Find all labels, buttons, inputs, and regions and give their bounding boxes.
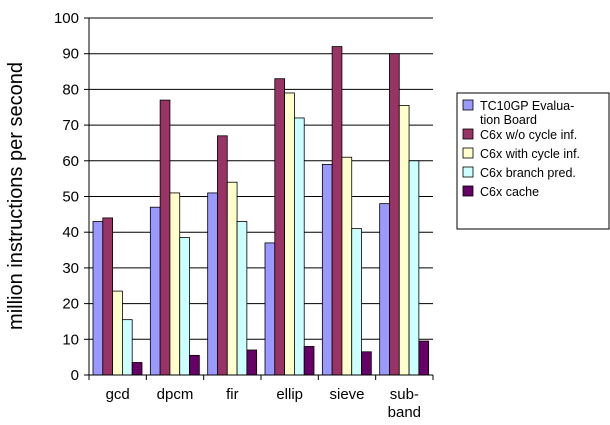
y-tick-label: 90 bbox=[62, 46, 79, 63]
legend-swatch bbox=[462, 99, 474, 111]
bar bbox=[112, 290, 123, 376]
bar bbox=[274, 78, 285, 376]
axes bbox=[88, 18, 434, 380]
legend-label: C6x w/o cycle inf. bbox=[480, 128, 577, 142]
bar bbox=[122, 319, 133, 376]
bar bbox=[331, 46, 343, 376]
bar bbox=[189, 354, 200, 376]
legend-label: TC10GP Evalua-tion Board bbox=[480, 99, 574, 127]
x-tick-label: sub-band bbox=[388, 386, 421, 421]
bar bbox=[361, 351, 372, 376]
y-tick-label: 100 bbox=[54, 10, 79, 27]
bar bbox=[341, 156, 353, 376]
bar bbox=[264, 242, 276, 376]
x-tick-label: ellip bbox=[276, 386, 303, 403]
y-axis-ticks: 0 10 20 30 40 50 60 70 80 90 100 bbox=[54, 10, 89, 384]
y-tick-label: 30 bbox=[62, 260, 79, 277]
bar bbox=[159, 99, 171, 376]
legend-swatch bbox=[462, 185, 474, 197]
x-tick-label: sieve bbox=[329, 386, 364, 403]
bar bbox=[293, 117, 305, 376]
x-tick-label: gcd bbox=[106, 386, 130, 403]
x-axis-labels: gcd dpcm fir ellip sieve sub-band bbox=[106, 386, 421, 421]
bar bbox=[379, 203, 390, 376]
bar bbox=[389, 53, 400, 376]
bar bbox=[92, 221, 104, 376]
legend-swatch bbox=[462, 147, 474, 159]
y-tick-label: 50 bbox=[62, 189, 79, 206]
bar bbox=[418, 340, 430, 376]
bar bbox=[169, 192, 181, 376]
y-tick-label: 20 bbox=[62, 296, 79, 313]
bar bbox=[207, 192, 218, 376]
bar bbox=[303, 346, 315, 376]
bars bbox=[92, 46, 430, 376]
bar bbox=[351, 228, 362, 376]
bar bbox=[408, 160, 420, 376]
bar bbox=[149, 206, 161, 376]
bar bbox=[284, 92, 295, 376]
legend-label: C6x branch pred. bbox=[480, 166, 576, 180]
bar bbox=[321, 163, 333, 376]
bar bbox=[131, 362, 143, 376]
legend-swatch bbox=[462, 166, 474, 178]
bar bbox=[217, 135, 228, 376]
gridlines bbox=[89, 17, 433, 340]
x-tick-label: dpcm bbox=[157, 386, 194, 403]
bar bbox=[102, 217, 114, 376]
y-tick-label: 10 bbox=[62, 331, 79, 348]
legend-box bbox=[456, 92, 610, 230]
bar bbox=[179, 237, 190, 376]
legend-swatch bbox=[462, 128, 474, 140]
bar bbox=[246, 349, 258, 376]
y-tick-label: 0 bbox=[71, 367, 79, 384]
legend-label: C6x with cycle inf. bbox=[480, 147, 580, 161]
y-axis-label: million instructions per second bbox=[5, 62, 27, 330]
bar bbox=[226, 181, 238, 376]
y-tick-label: 70 bbox=[62, 117, 79, 134]
x-tick-label: fir bbox=[226, 386, 239, 403]
legend-label: C6x cache bbox=[480, 185, 539, 199]
bar bbox=[398, 105, 410, 376]
bar bbox=[236, 221, 248, 376]
y-tick-label: 40 bbox=[62, 224, 79, 241]
y-tick-label: 60 bbox=[62, 153, 79, 170]
y-tick-label: 80 bbox=[62, 81, 79, 98]
